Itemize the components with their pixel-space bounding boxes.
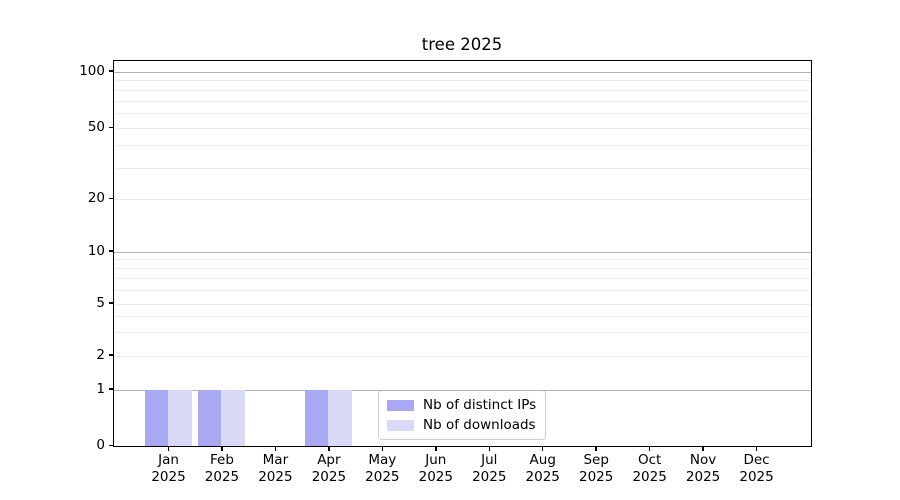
grid-line-minor xyxy=(114,332,811,334)
x-tick-month: Sep xyxy=(583,452,609,468)
y-tick-mark xyxy=(109,444,113,446)
legend-swatch-distinct-ips-icon xyxy=(387,399,414,411)
grid-line-minor xyxy=(114,128,811,129)
x-tick-label: Jun 2025 xyxy=(401,452,471,486)
x-tick-mark xyxy=(595,446,597,451)
x-tick-label: Apr 2025 xyxy=(294,452,364,486)
x-tick-month: Feb xyxy=(210,452,234,468)
x-tick-year: 2025 xyxy=(151,469,186,485)
y-tick-label: 10 xyxy=(87,242,105,259)
x-tick-mark xyxy=(381,446,384,451)
grid-line-minor xyxy=(114,199,811,200)
grid-line-minor xyxy=(114,89,811,91)
grid-line-minor xyxy=(114,289,811,291)
legend-label-distinct-ips: Nb of distinct IPs xyxy=(423,397,537,413)
x-tick-year: 2025 xyxy=(472,469,507,485)
y-tick-mark xyxy=(109,197,113,199)
x-tick-year: 2025 xyxy=(632,469,667,485)
y-tick-label: 50 xyxy=(87,119,105,135)
x-tick-mark xyxy=(221,446,223,451)
y-tick-label: 2 xyxy=(96,346,105,363)
x-tick-mark xyxy=(435,446,437,451)
x-tick-label: Sep 2025 xyxy=(561,452,631,486)
grid-line-minor xyxy=(114,167,811,169)
x-tick-label: Feb 2025 xyxy=(187,452,257,486)
x-tick-month: May xyxy=(368,452,397,468)
x-tick-month: Oct xyxy=(637,452,662,468)
x-tick-year: 2025 xyxy=(258,469,293,485)
grid-line-minor xyxy=(114,80,811,82)
x-tick-month: Dec xyxy=(743,452,770,468)
bar-distinct-ips xyxy=(144,389,168,446)
chart-title: tree 2025 xyxy=(421,35,503,54)
x-tick-label: Oct 2025 xyxy=(615,452,685,486)
x-tick-year: 2025 xyxy=(685,469,721,485)
grid-line-major xyxy=(114,71,811,73)
x-tick-label: May 2025 xyxy=(347,452,417,486)
bar-distinct-ips xyxy=(197,389,222,446)
grid-line-minor xyxy=(114,355,811,357)
legend-item-downloads: Nb of downloads xyxy=(387,417,536,433)
x-tick-mark xyxy=(274,446,277,451)
y-tick-label: 100 xyxy=(79,62,105,79)
legend-item-distinct-ips: Nb of distinct IPs xyxy=(387,397,536,413)
grid-line-minor xyxy=(114,316,811,318)
x-tick-mark xyxy=(167,446,170,451)
grid-line-minor xyxy=(114,278,811,280)
x-tick-label: Dec 2025 xyxy=(722,452,792,486)
grid-line-minor xyxy=(114,259,811,261)
x-tick-month: Aug xyxy=(529,452,556,468)
x-tick-mark xyxy=(755,446,758,451)
x-tick-year: 2025 xyxy=(311,469,347,485)
x-tick-mark xyxy=(702,446,704,451)
y-tick-mark xyxy=(109,354,113,356)
x-tick-year: 2025 xyxy=(204,469,240,485)
legend-label-downloads: Nb of downloads xyxy=(423,417,536,433)
x-tick-mark xyxy=(328,446,330,451)
legend: Nb of distinct IPs Nb of downloads xyxy=(378,390,547,440)
y-tick-mark xyxy=(109,126,113,128)
x-tick-label: Nov 2025 xyxy=(668,452,738,486)
x-tick-label: Aug 2025 xyxy=(508,452,578,486)
x-tick-month: Jan xyxy=(158,452,179,468)
bar-downloads xyxy=(328,389,352,446)
x-tick-month: Apr xyxy=(317,452,341,468)
y-tick-label: 0 xyxy=(96,437,105,453)
y-tick-label: 1 xyxy=(96,380,105,397)
bar-downloads xyxy=(168,389,192,446)
y-tick-mark xyxy=(109,302,113,304)
plot-area: Nb of distinct IPs Nb of downloads xyxy=(113,60,812,447)
y-tick-label: 5 xyxy=(96,294,105,311)
grid-line-major xyxy=(114,389,811,391)
x-tick-year: 2025 xyxy=(418,469,453,485)
grid-line-minor xyxy=(114,100,811,102)
grid-line-minor xyxy=(114,268,811,270)
bar-downloads xyxy=(221,389,245,446)
grid-line-minor xyxy=(114,303,811,305)
x-tick-year: 2025 xyxy=(739,469,774,485)
x-tick-year: 2025 xyxy=(365,469,400,485)
x-tick-month: Jun xyxy=(425,452,447,468)
y-tick-mark xyxy=(109,388,113,390)
grid-line-minor xyxy=(114,113,811,115)
x-tick-mark xyxy=(488,446,490,451)
x-tick-label: Mar 2025 xyxy=(240,452,310,486)
y-tick-mark xyxy=(109,70,113,72)
y-tick-mark xyxy=(109,250,113,252)
x-tick-mark xyxy=(541,446,544,451)
grid-line-minor xyxy=(114,145,811,147)
grid-line-major xyxy=(114,251,811,253)
x-tick-label: Jul 2025 xyxy=(454,452,524,486)
x-tick-year: 2025 xyxy=(525,469,560,485)
x-tick-month: Jul xyxy=(481,452,498,468)
x-tick-month: Nov xyxy=(689,452,717,468)
x-tick-year: 2025 xyxy=(578,469,614,485)
x-tick-month: Mar xyxy=(262,452,289,468)
bar-distinct-ips xyxy=(304,389,329,446)
x-tick-mark xyxy=(648,446,651,451)
x-tick-label: Jan 2025 xyxy=(134,452,204,486)
y-tick-label: 20 xyxy=(87,190,105,206)
legend-swatch-downloads-icon xyxy=(387,419,414,431)
